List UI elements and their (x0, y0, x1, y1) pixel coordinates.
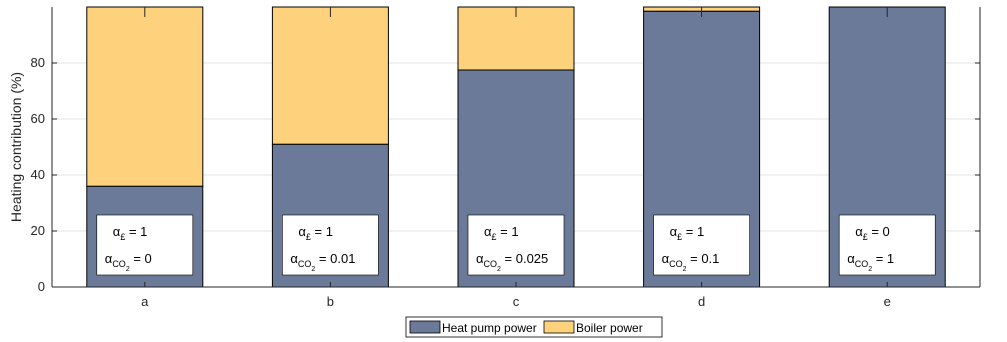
legend: Heat pump power Boiler power (405, 316, 663, 338)
y-tick-label: 80 (31, 55, 45, 70)
annotation-co2-weight: αCO2 = 0 (105, 251, 152, 273)
annotations: α£ = 1 αCO2 = 0 α£ = 1 αCO2 = 0.01 α£ = 1 αCO… (96, 214, 936, 276)
annotation-co2-weight: αCO2 = 1 (847, 251, 894, 273)
bar-segment-boiler-power (271, 6, 389, 145)
axes: 0 20 40 60 80 a b c d e (31, 7, 981, 309)
annotation-box (653, 214, 750, 276)
x-tick-label: b (327, 294, 334, 309)
annotation-co2-weight: αCO2 = 0.025 (476, 251, 548, 273)
legend-swatch (543, 320, 575, 334)
y-tick-label: 20 (31, 223, 45, 238)
legend-label: Heat pump power (442, 321, 537, 335)
bar-segment-boiler-power (457, 6, 575, 71)
annotation-box (838, 214, 936, 276)
annotation-cost-weight: α£ = 1 (298, 224, 333, 242)
bar-segment-boiler-power (86, 6, 204, 187)
annotation-co2-weight: αCO2 = 0.01 (290, 251, 355, 273)
annotation-box (282, 214, 379, 276)
annotation-cost-weight: α£ = 1 (670, 224, 705, 242)
x-tick-label: d (698, 294, 705, 309)
y-tick-label: 40 (31, 167, 45, 182)
legend-label: Boiler power (576, 321, 643, 335)
annotation-box (96, 214, 194, 276)
annotation-cost-weight: α£ = 1 (113, 224, 148, 242)
annotation-box (467, 214, 565, 276)
y-axis-label: Heating contribution (%) (8, 72, 24, 222)
y-tick-label: 60 (31, 111, 45, 126)
annotation-co2-weight: αCO2 = 0.1 (662, 251, 720, 273)
legend-swatch (409, 320, 441, 334)
x-tick-label: a (141, 294, 149, 309)
annotation-cost-weight: α£ = 0 (855, 224, 890, 242)
annotation-cost-weight: α£ = 1 (484, 224, 519, 242)
legend-box (405, 316, 663, 338)
y-tick-label: 0 (38, 279, 45, 294)
x-tick-label: c (513, 294, 520, 309)
x-tick-label: e (884, 294, 891, 309)
